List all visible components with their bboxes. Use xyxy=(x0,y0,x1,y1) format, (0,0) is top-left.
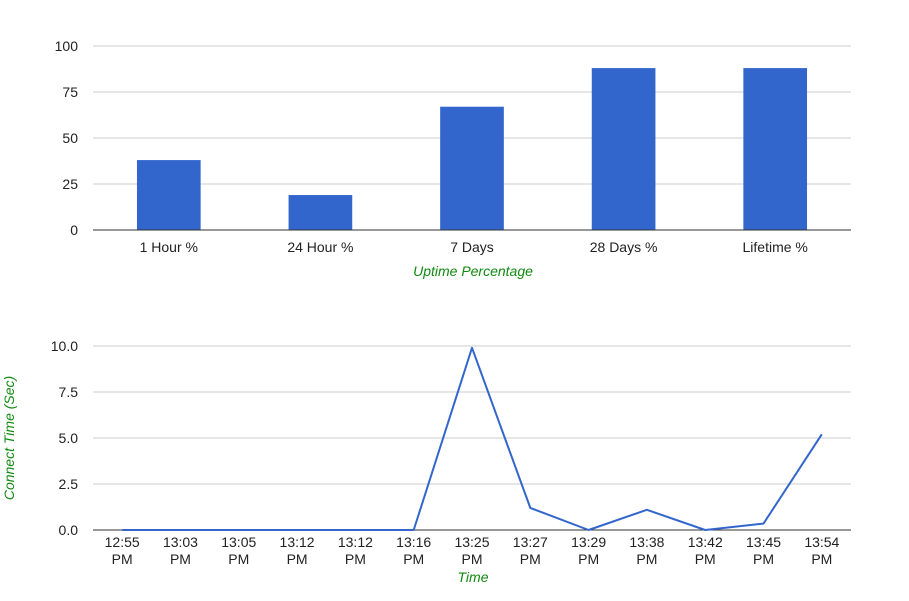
bar xyxy=(288,195,353,230)
line-x-tick-label: 13:29 PM xyxy=(571,534,606,567)
bar xyxy=(591,68,656,230)
bar xyxy=(743,68,808,230)
line-x-tick-label: 13:03 PM xyxy=(163,534,198,567)
line-x-tick-label: 13:42 PM xyxy=(688,534,723,567)
line-x-tick-label: 13:12 PM xyxy=(280,534,315,567)
line-y-tick-label: 5.0 xyxy=(59,430,79,446)
line-x-axis-title: Time xyxy=(458,569,489,585)
bar xyxy=(440,106,504,230)
line-y-tick-label: 2.5 xyxy=(59,476,79,492)
bar-x-tick-label: 28 Days % xyxy=(590,239,658,255)
line-y-tick-label: 10.0 xyxy=(51,338,78,354)
line-y-axis-title: Connect Time (Sec) xyxy=(1,376,17,500)
bar-y-tick-label: 75 xyxy=(62,84,78,100)
line-x-tick-label: 13:12 PM xyxy=(338,534,373,567)
uptime-bar-chart: 1 Hour % 24 Hour % 7 Days 28 Days % Lifetime… xyxy=(55,38,851,279)
line-x-tick-label: 13:45 PM xyxy=(746,534,781,567)
bar-x-tick-label: 1 Hour % xyxy=(140,239,198,255)
line-x-tick-label: 13:16 PM xyxy=(396,534,431,567)
connect-time-line-chart: 12:55 PM 13:03 PM 13:05 PM 13:12 PM 13:12 PM 13:16… xyxy=(1,338,851,585)
bar-x-tick-label: Lifetime % xyxy=(743,239,808,255)
bar-y-tick-label: 50 xyxy=(62,130,78,146)
bar-x-tick-label: 7 Days xyxy=(450,239,494,255)
line-x-tick-label: 13:05 PM xyxy=(221,534,256,567)
line-x-tick-label: 13:54 PM xyxy=(804,534,839,567)
line-x-tick-label: 13:25 PM xyxy=(454,534,489,567)
bar xyxy=(136,160,201,230)
line-x-tick-label: 13:38 PM xyxy=(629,534,664,567)
bar-x-tick-label: 24 Hour % xyxy=(287,239,353,255)
series-line xyxy=(122,346,823,531)
bar-y-tick-label: 0 xyxy=(70,222,78,238)
line-y-tick-label: 0.0 xyxy=(59,522,79,538)
line-y-tick-label: 7.5 xyxy=(59,384,79,400)
bar-y-tick-label: 25 xyxy=(62,176,78,192)
line-x-tick-label: 12:55 PM xyxy=(105,534,140,567)
bar-x-axis-title: Uptime Percentage xyxy=(413,263,533,279)
line-x-tick-label: 13:27 PM xyxy=(513,534,548,567)
bar-y-tick-label: 100 xyxy=(55,38,79,54)
